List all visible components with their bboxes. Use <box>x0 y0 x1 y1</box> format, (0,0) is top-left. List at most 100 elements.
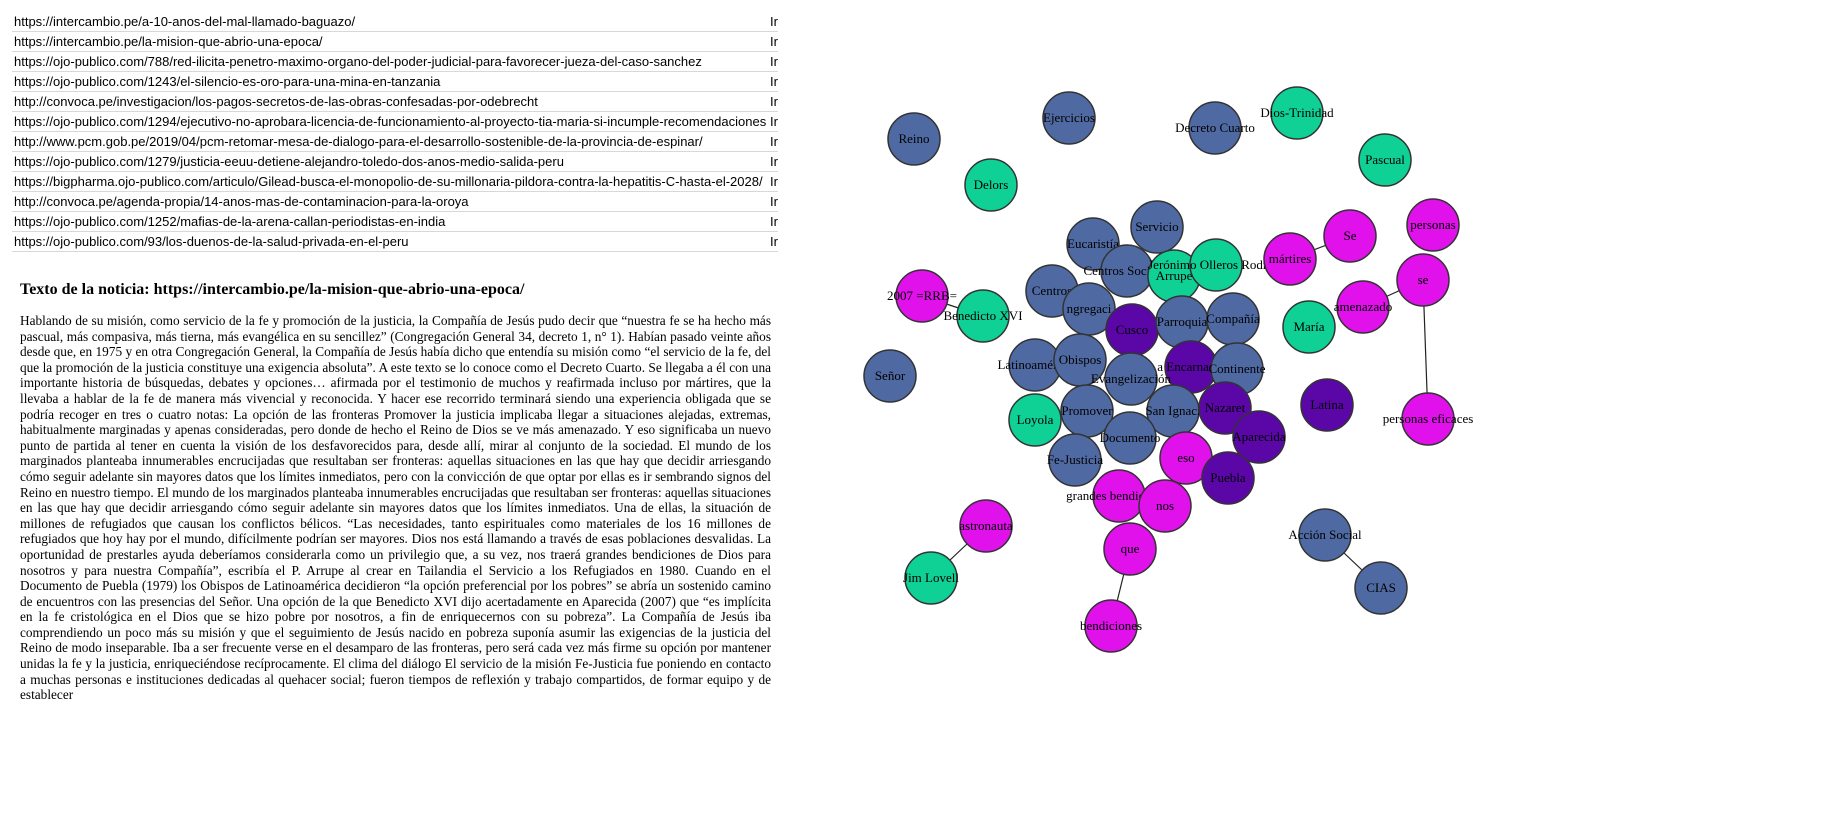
graph-node-se[interactable]: se <box>1396 253 1450 307</box>
graph-node-circle[interactable] <box>1188 101 1242 155</box>
graph-node-circle[interactable] <box>1298 508 1352 562</box>
go-button[interactable]: Ir <box>770 14 778 29</box>
graph-node-personas-eficaces[interactable]: personas eficaces <box>1383 392 1474 446</box>
graph-node-personas[interactable]: personas <box>1406 198 1460 252</box>
entity-graph[interactable]: Reino Ejercicios Decreto Cuarto Dios-Trinid… <box>835 60 1535 700</box>
graph-node-documento[interactable]: Documento <box>1100 411 1161 465</box>
graph-node-circle[interactable] <box>1300 378 1354 432</box>
graph-node-benedicto[interactable]: Benedicto XVI <box>943 289 1023 343</box>
graph-node-maria[interactable]: María <box>1282 300 1336 354</box>
graph-node-label: Ejercicios <box>1043 110 1095 125</box>
go-button[interactable]: Ir <box>770 194 778 209</box>
graph-node-que[interactable]: que <box>1103 522 1157 576</box>
url-link[interactable]: https://ojo-publico.com/788/red-ilicita-… <box>14 54 702 69</box>
graph-node-rrb[interactable]: 2007 =RRB= <box>887 269 957 323</box>
graph-node-circle[interactable] <box>1084 599 1138 653</box>
graph-node-circle[interactable] <box>1008 393 1062 447</box>
graph-node-congregacion[interactable]: ngregaci <box>1062 282 1116 336</box>
graph-node-martires[interactable]: mártires <box>1263 232 1317 286</box>
graph-node-circle[interactable] <box>1042 91 1096 145</box>
url-link[interactable]: http://www.pcm.gob.pe/2019/04/pcm-retoma… <box>14 134 703 149</box>
graph-node-circle[interactable] <box>1138 479 1192 533</box>
graph-node-astronauta[interactable]: astronauta <box>959 499 1013 553</box>
graph-node-circle[interactable] <box>887 112 941 166</box>
graph-node-circle[interactable] <box>1048 433 1102 487</box>
go-button[interactable]: Ir <box>770 134 778 149</box>
graph-node-circle[interactable] <box>1406 198 1460 252</box>
graph-node-circle[interactable] <box>964 158 1018 212</box>
graph-node-circle[interactable] <box>1336 280 1390 334</box>
go-button[interactable]: Ir <box>770 74 778 89</box>
graph-node-fe-justicia[interactable]: Fe-Justicia <box>1047 433 1104 487</box>
go-button[interactable]: Ir <box>770 114 778 129</box>
graph-node-circle[interactable] <box>1354 561 1408 615</box>
graph-node-promover[interactable]: Promover <box>1060 384 1114 438</box>
graph-node-dios-trinidad[interactable]: Dios-Trinidad <box>1260 86 1334 140</box>
go-button[interactable]: Ir <box>770 174 778 189</box>
graph-node-circle[interactable] <box>1401 392 1455 446</box>
go-button[interactable]: Ir <box>770 154 778 169</box>
go-button[interactable]: Ir <box>770 214 778 229</box>
url-link[interactable]: http://convoca.pe/agenda-propia/14-anos-… <box>14 194 469 209</box>
url-link[interactable]: https://ojo-publico.com/93/los-duenos-de… <box>14 234 409 249</box>
graph-node-servicio[interactable]: Servicio <box>1130 200 1184 254</box>
graph-node-loyola[interactable]: Loyola <box>1008 393 1062 447</box>
url-link[interactable]: https://bigpharma.ojo-publico.com/articu… <box>14 174 763 189</box>
graph-node-delors[interactable]: Delors <box>964 158 1018 212</box>
graph-node-circle[interactable] <box>1358 133 1412 187</box>
graph-node-circle[interactable] <box>956 289 1010 343</box>
graph-node-circle[interactable] <box>1232 410 1286 464</box>
graph-node-senor[interactable]: Señor <box>863 349 917 403</box>
graph-node-amenazado[interactable]: amenazado <box>1334 280 1392 334</box>
graph-node-latina[interactable]: Latina <box>1300 378 1354 432</box>
url-link[interactable]: https://ojo-publico.com/1279/justicia-ee… <box>14 154 564 169</box>
graph-node-decreto-cuarto[interactable]: Decreto Cuarto <box>1175 101 1255 155</box>
graph-node-nos[interactable]: nos <box>1138 479 1192 533</box>
graph-node-compania[interactable]: Compañía <box>1206 292 1260 346</box>
graph-node-accion-social[interactable]: Acción Social <box>1288 508 1362 562</box>
go-button[interactable]: Ir <box>770 54 778 69</box>
graph-node-circle[interactable] <box>1130 200 1184 254</box>
graph-node-label: Latina <box>1310 397 1343 412</box>
graph-node-evangelizacion[interactable]: Evangelización <box>1091 352 1172 406</box>
graph-node-circle[interactable] <box>1270 86 1324 140</box>
url-link[interactable]: https://intercambio.pe/a-10-anos-del-mal… <box>14 14 356 29</box>
graph-node-reino[interactable]: Reino <box>887 112 941 166</box>
entity-graph-canvas[interactable]: Reino Ejercicios Decreto Cuarto Dios-Trinid… <box>835 60 1535 700</box>
graph-node-circle[interactable] <box>1282 300 1336 354</box>
graph-node-aparecida[interactable]: Aparecida <box>1232 410 1286 464</box>
url-link[interactable]: https://intercambio.pe/la-mision-que-abr… <box>14 34 323 49</box>
graph-node-circle[interactable] <box>1189 238 1243 292</box>
url-link[interactable]: https://ojo-publico.com/1294/ejecutivo-n… <box>14 114 767 129</box>
go-button[interactable]: Ir <box>770 34 778 49</box>
graph-node-circle[interactable] <box>1103 411 1157 465</box>
graph-node-circle[interactable] <box>904 551 958 605</box>
graph-node-circle[interactable] <box>1201 451 1255 505</box>
graph-node-circle[interactable] <box>1323 209 1377 263</box>
go-button[interactable]: Ir <box>770 234 778 249</box>
graph-node-se-cap[interactable]: Se <box>1323 209 1377 263</box>
graph-node-eso[interactable]: eso <box>1159 431 1213 485</box>
url-link[interactable]: https://ojo-publico.com/1252/mafias-de-l… <box>14 214 446 229</box>
graph-node-circle[interactable] <box>1396 253 1450 307</box>
graph-node-circle[interactable] <box>895 269 949 323</box>
graph-node-bendiciones[interactable]: bendiciones <box>1080 599 1142 653</box>
go-button[interactable]: Ir <box>770 94 778 109</box>
graph-node-jeronimo[interactable]: Jerónimo Olleros Rodrígu <box>1148 238 1284 292</box>
graph-node-circle[interactable] <box>959 499 1013 553</box>
graph-node-pascual[interactable]: Pascual <box>1358 133 1412 187</box>
graph-node-encarnacion[interactable]: a Encarnació <box>1157 340 1225 394</box>
graph-node-cusco[interactable]: Cusco <box>1105 303 1159 357</box>
url-link[interactable]: https://ojo-publico.com/1243/el-silencio… <box>14 74 441 89</box>
graph-node-circle[interactable] <box>1103 522 1157 576</box>
graph-node-label: Jerónimo Olleros Rodrígu <box>1148 257 1284 272</box>
graph-node-circle[interactable] <box>1104 352 1158 406</box>
graph-node-cias[interactable]: CIAS <box>1354 561 1408 615</box>
graph-node-circle[interactable] <box>1263 232 1317 286</box>
graph-node-puebla[interactable]: Puebla <box>1201 451 1255 505</box>
graph-node-jim-lovell[interactable]: Jim Lovell <box>903 551 959 605</box>
graph-node-circle[interactable] <box>863 349 917 403</box>
graph-node-parroquia[interactable]: Parroquia <box>1155 295 1209 349</box>
url-link[interactable]: http://convoca.pe/investigacion/los-pago… <box>14 94 538 109</box>
graph-node-ejercicios[interactable]: Ejercicios <box>1042 91 1096 145</box>
